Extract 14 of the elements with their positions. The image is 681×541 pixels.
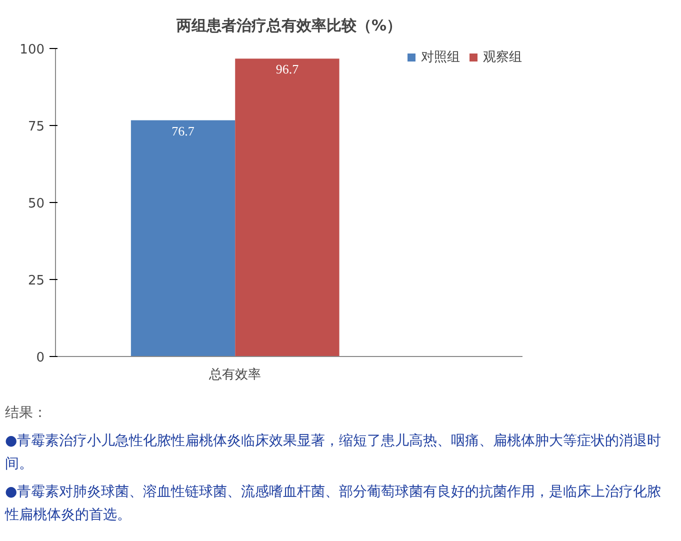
y-tick-label: 100 [20,42,45,58]
x-tick-label: 总有效率 [208,366,262,382]
text: 结果： [5,404,48,423]
y-tick-label: 50 [28,196,45,212]
legend-label: 观察组 [483,49,522,66]
y-tick-label: 25 [28,274,45,288]
y-tick-label: 75 [28,120,45,134]
data-label: 76.7 [172,123,195,138]
text: ●青霉素治疗小儿急性化脓性扁桃体炎临床效果显著，缩短了患儿高热、咽痛、扁桃体肿大等症状的消退时间。 [5,432,662,474]
y-tick-label: 0 [36,350,45,366]
text: ●青霉素对肺炎球菌、溶血性链球菌、流感嗜血杆菌、部分葡萄球菌有良好的抗菌作用，是临床上治疗化脓性扁桃体炎的首选。 [5,483,662,525]
legend-label: 对照组 [421,49,460,66]
data-label: 96.7 [276,62,300,77]
chart-title: 两组患者治疗总有效率比较（%） [175,16,402,34]
